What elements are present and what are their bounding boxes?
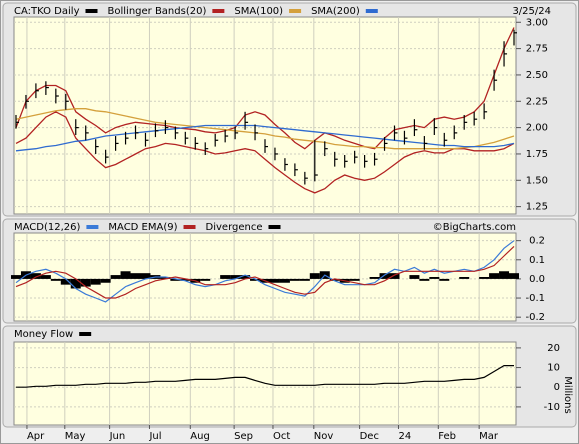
legend-label: MACD EMA(9): [108, 222, 177, 233]
legend-label: SMA(100): [234, 6, 283, 17]
divergence-bar: [289, 278, 300, 281]
macd-line: [15, 245, 515, 299]
money-flow-line: [16, 365, 514, 388]
legend-label: CA:TKO Daily: [14, 6, 80, 17]
legend-swatch: [268, 225, 281, 229]
divergence-bar: [30, 273, 41, 279]
divergence-bar: [279, 278, 290, 283]
divergence-bar: [459, 277, 470, 279]
divergence-bar: [489, 273, 500, 279]
x-tick-label: Apr: [27, 431, 45, 442]
divergence-bar: [409, 275, 420, 279]
y-tick-label: 3.00: [526, 17, 548, 28]
legend-label: Bollinger Bands(20): [108, 6, 207, 17]
x-tick-label: Oct: [273, 431, 290, 442]
legend-swatch: [85, 9, 98, 13]
bollinger-upper: [15, 27, 515, 150]
x-tick-label: 24: [398, 431, 411, 442]
y-tick-label: 0: [554, 382, 560, 393]
x-tick-label: May: [65, 431, 86, 442]
x-tick-label: Nov: [314, 431, 334, 442]
y-tick-label: -10: [544, 402, 560, 413]
divergence-bar: [230, 275, 241, 279]
x-tick-label: Jul: [148, 431, 161, 442]
divergence-bar: [269, 278, 280, 283]
x-tick-label: Mar: [479, 431, 499, 442]
divergence-bar: [120, 271, 131, 279]
divergence-bar: [140, 273, 151, 279]
y-tick-label: 2.75: [526, 44, 548, 55]
legend-swatch: [183, 225, 196, 229]
divergence-bar: [70, 278, 81, 289]
y-tick-label: 1.50: [526, 175, 548, 186]
credit: ©BigCharts.com: [433, 222, 516, 233]
y-tick-label: -0.1: [525, 293, 545, 304]
y-axis-label: Millions: [562, 376, 573, 413]
y-tick-label: 1.75: [526, 149, 548, 160]
divergence-bar: [110, 275, 121, 279]
plot-area: [13, 232, 517, 322]
divergence-bar: [80, 278, 91, 287]
divergence-bar: [419, 278, 430, 281]
divergence-bar: [309, 273, 320, 279]
y-tick-label: 2.00: [526, 123, 548, 134]
divergence-bar: [379, 273, 390, 279]
divergence-bar: [369, 277, 380, 279]
moving-average: [15, 108, 515, 150]
legend-label: SMA(200): [311, 6, 360, 17]
divergence-bar: [240, 275, 251, 279]
divergence-bar: [200, 278, 211, 281]
legend-label: Money Flow: [14, 329, 73, 340]
y-tick-label: 0.1: [529, 255, 545, 266]
divergence-bar: [299, 278, 310, 281]
divergence-bar: [100, 278, 111, 283]
legend-swatch: [365, 9, 378, 13]
divergence-bar: [130, 273, 141, 279]
date: 3/25/24: [512, 6, 551, 17]
divergence-bar: [349, 278, 360, 281]
macd-line: [15, 240, 515, 303]
divergence-bar: [60, 278, 71, 285]
divergence-bar: [479, 277, 490, 279]
legend-swatch: [79, 332, 92, 336]
y-tick-label: 2.50: [526, 70, 548, 81]
legend-label: Divergence: [206, 222, 263, 233]
legend-label: MACD(12,26): [14, 222, 81, 233]
x-tick-label: Aug: [190, 431, 210, 442]
y-tick-label: 1.25: [526, 202, 548, 213]
divergence-bar: [50, 278, 61, 281]
divergence-bar: [220, 275, 231, 279]
divergence-bar: [509, 273, 520, 279]
divergence-bar: [180, 278, 191, 281]
y-tick-label: 20: [547, 343, 560, 354]
x-tick-label: Sep: [234, 431, 253, 442]
divergence-bar: [170, 278, 181, 281]
y-tick-label: 2.25: [526, 96, 548, 107]
y-tick-label: 10: [547, 363, 560, 374]
legend-swatch: [212, 9, 225, 13]
y-tick-label: 0.0: [529, 274, 545, 285]
x-tick-label: Feb: [438, 431, 456, 442]
divergence-bar: [329, 278, 340, 281]
divergence-bar: [250, 278, 261, 281]
bollinger-lower: [15, 111, 515, 194]
x-tick-label: Jun: [109, 431, 126, 442]
moving-average: [15, 124, 515, 152]
y-tick-label: -0.2: [525, 312, 545, 323]
divergence-bar: [429, 277, 440, 279]
divergence-bar: [10, 275, 21, 279]
divergence-bar: [389, 273, 400, 279]
divergence-bar: [499, 271, 510, 279]
divergence-bar: [160, 277, 171, 279]
legend-swatch: [289, 9, 302, 13]
divergence-bar: [40, 275, 51, 279]
legend-swatch: [86, 225, 99, 229]
y-tick-label: 0.2: [529, 236, 545, 247]
divergence-bar: [90, 278, 101, 285]
divergence-bar: [439, 278, 450, 281]
x-tick-label: Dec: [360, 431, 379, 442]
